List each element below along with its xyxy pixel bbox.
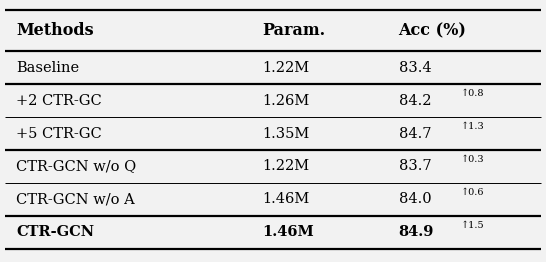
Text: ↑0.6: ↑0.6 <box>461 188 485 197</box>
Text: 1.26M: 1.26M <box>262 94 310 107</box>
Text: ↑0.3: ↑0.3 <box>461 155 485 164</box>
Text: 1.46M: 1.46M <box>262 193 310 206</box>
Text: 1.35M: 1.35M <box>262 127 310 140</box>
Text: 84.2: 84.2 <box>399 94 431 107</box>
Text: +2 CTR-GC: +2 CTR-GC <box>16 94 102 107</box>
Text: Baseline: Baseline <box>16 61 80 75</box>
Text: 1.46M: 1.46M <box>262 225 314 239</box>
Text: Acc (%): Acc (%) <box>399 22 466 39</box>
Text: 84.7: 84.7 <box>399 127 431 140</box>
Text: 84.9: 84.9 <box>399 225 434 239</box>
Text: CTR-GCN: CTR-GCN <box>16 225 94 239</box>
Text: 1.22M: 1.22M <box>262 160 309 173</box>
Text: Param.: Param. <box>262 22 325 39</box>
Text: 84.0: 84.0 <box>399 193 431 206</box>
Text: Methods: Methods <box>16 22 94 39</box>
Text: ↑1.3: ↑1.3 <box>461 122 485 131</box>
Text: 1.22M: 1.22M <box>262 61 309 75</box>
Text: +5 CTR-GC: +5 CTR-GC <box>16 127 102 140</box>
Text: ↑1.5: ↑1.5 <box>461 221 485 230</box>
Text: 83.4: 83.4 <box>399 61 431 75</box>
Text: CTR-GCN w/o A: CTR-GCN w/o A <box>16 193 135 206</box>
Text: 83.7: 83.7 <box>399 160 431 173</box>
Text: ↑0.8: ↑0.8 <box>461 89 485 98</box>
Text: CTR-GCN w/o Q: CTR-GCN w/o Q <box>16 160 136 173</box>
